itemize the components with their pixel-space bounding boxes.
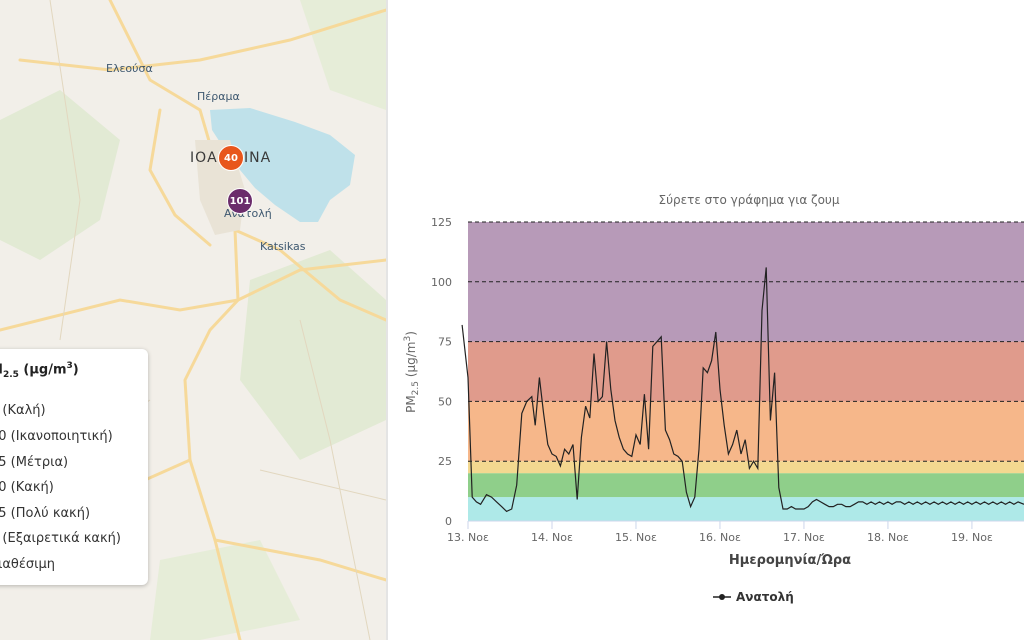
x-tick-label: 19. Νοε — [951, 531, 993, 544]
y-tick-label: 75 — [438, 336, 452, 349]
chart-panel[interactable]: Σύρετε στο γράφημα για ζουμ 0 25 50 75 100 12… — [388, 0, 1024, 640]
forest-area — [0, 90, 120, 260]
road — [236, 258, 386, 302]
aqi-legend: M2.5 (μg/m3) 0 (Καλή) 20 (Ικανοποιητική)… — [0, 349, 148, 585]
legend-item-unavailable: διαθέσιμη — [0, 557, 56, 572]
minor-road — [259, 469, 386, 501]
city-label-ioannina-right: ΙΝΑ — [244, 150, 272, 166]
road — [108, 0, 242, 640]
legend-item-extremely-bad: 5 (Εξαιρετικά κακή) — [0, 531, 121, 546]
legend-marker-swatch — [719, 594, 725, 600]
y-tick-label: 25 — [438, 455, 452, 468]
place-label-katsikas: Katsikas — [260, 240, 306, 253]
x-tick-label: 16. Νοε — [699, 531, 741, 544]
x-tick-label: 17. Νοε — [783, 531, 825, 544]
road — [148, 108, 212, 247]
place-label-eleousa: Ελεούσα — [106, 62, 153, 75]
city-label-ioannina-left: ΙΟΑ — [190, 150, 218, 166]
road — [213, 538, 386, 582]
x-axis-label: Ημερομηνία/Ώρα — [729, 553, 851, 568]
y-tick-label: 50 — [438, 395, 452, 408]
legend-item-good: 0 (Καλή) — [0, 403, 46, 418]
place-label-perama: Πέραμα — [197, 90, 240, 103]
panel-divider — [386, 0, 388, 640]
zoom-hint: Σύρετε στο γράφημα για ζουμ — [659, 193, 840, 207]
series-line-anatoli[interactable] — [461, 267, 1024, 513]
lake-pamvotida — [210, 108, 355, 222]
x-tick-label: 18. Νοε — [867, 531, 909, 544]
pm25-chart[interactable]: Σύρετε στο γράφημα για ζουμ 0 25 50 75 100 12… — [388, 0, 1024, 640]
x-tick-label: 13. Νοε — [447, 531, 489, 544]
road — [18, 8, 386, 72]
legend-item-bad: 50 (Κακή) — [0, 480, 54, 495]
forest-area — [150, 540, 300, 640]
legend-title: M2.5 (μg/m3) — [0, 361, 79, 380]
aqi-band-0 — [468, 497, 1024, 521]
legend-label: Ανατολή — [736, 590, 794, 604]
y-axis-label: PM2.5 (μg/m3) — [403, 331, 421, 413]
minor-road — [299, 319, 371, 640]
aqi-band-3 — [468, 401, 1024, 462]
y-tick-label: 125 — [431, 216, 452, 229]
aqi-band-2 — [468, 461, 1024, 474]
legend-item-satisfactory: 20 (Ικανοποιητική) — [0, 429, 113, 444]
x-tick-label: 15. Νοε — [615, 531, 657, 544]
road — [233, 228, 386, 322]
y-tick-label: 100 — [431, 276, 452, 289]
minor-road — [49, 0, 81, 341]
station-marker-ioannina[interactable]: 40 — [218, 145, 244, 171]
legend-item-moderate: 25 (Μέτρια) — [0, 455, 69, 470]
chart-legend-anatoli[interactable]: Ανατολή — [713, 590, 794, 604]
station-marker-anatoli[interactable]: 101 — [227, 188, 253, 214]
map-canvas[interactable] — [0, 0, 386, 640]
legend-item-very-bad: 75 (Πολύ κακή) — [0, 506, 91, 521]
aqi-band-4 — [468, 341, 1024, 402]
map-panel[interactable]: Ελεούσα Πέραμα Katsikas Ανατολή ΙΟΑ ΙΝΑ … — [0, 0, 386, 640]
forest-area — [240, 250, 386, 460]
forest-area — [300, 0, 386, 110]
x-tick-label: 14. Νοε — [531, 531, 573, 544]
aqi-band-1 — [468, 473, 1024, 498]
y-tick-label: 0 — [445, 515, 452, 528]
road — [0, 298, 240, 332]
